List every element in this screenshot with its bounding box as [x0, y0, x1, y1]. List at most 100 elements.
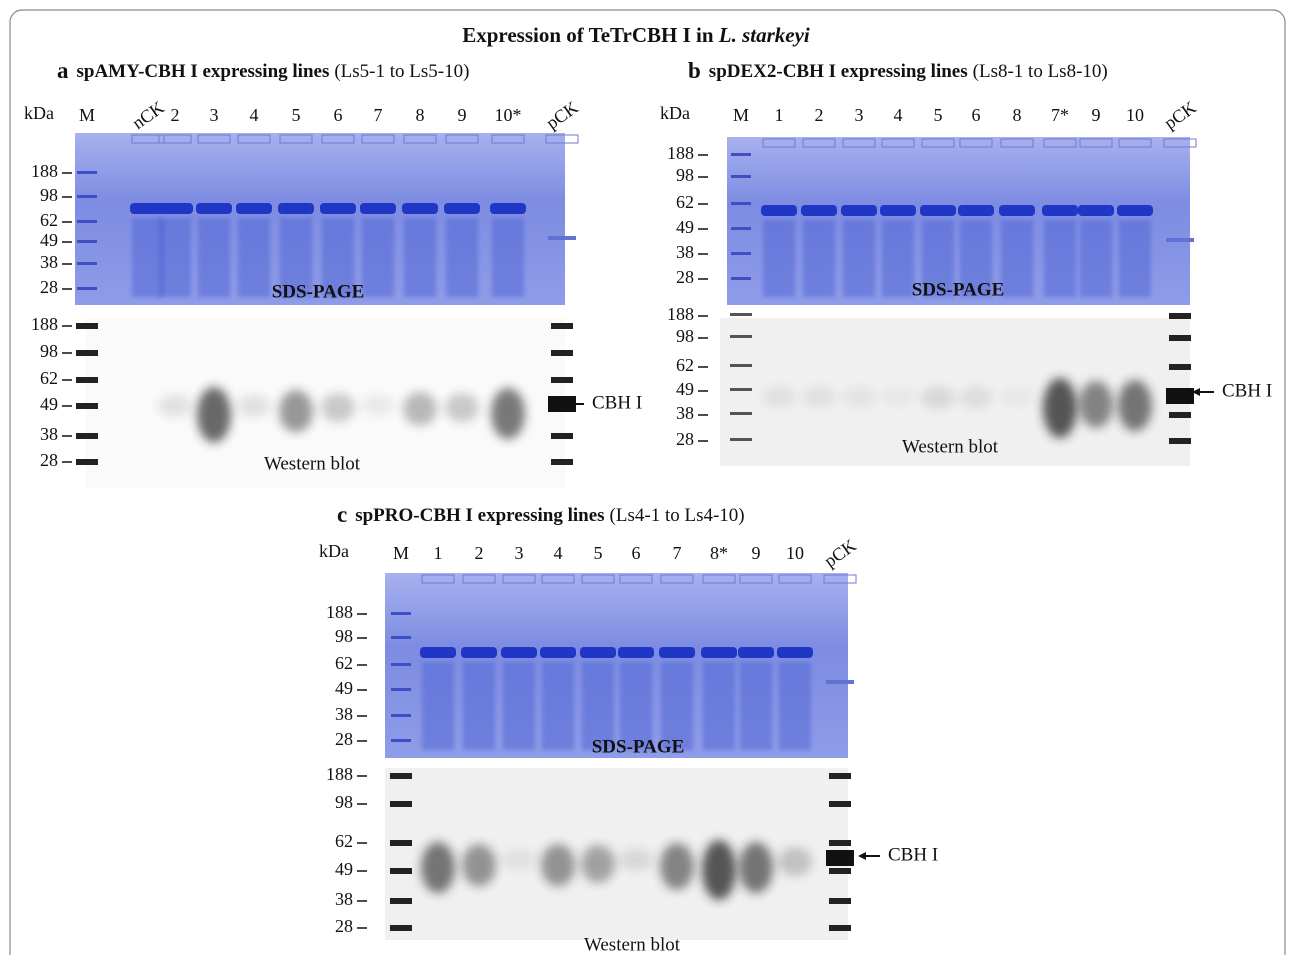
well: [1118, 138, 1152, 148]
signal-blob: [778, 847, 812, 877]
well: [581, 574, 615, 584]
sds-marker-label: 188: [326, 602, 353, 622]
signal-blob: [1043, 378, 1077, 438]
signal-blob: [1000, 388, 1034, 406]
marker-band: [391, 612, 411, 615]
well: [619, 574, 653, 584]
pck-band: [548, 236, 576, 240]
lane-smear: [882, 220, 914, 297]
lane-label: 10: [786, 543, 804, 563]
ladder-band: [76, 459, 98, 465]
panel-heading-range: (Ls5-1 to Ls5-10): [334, 61, 469, 82]
signal-blob: [403, 392, 437, 426]
western-marker-label: 38: [676, 403, 694, 423]
well: [237, 134, 271, 144]
well: [802, 138, 836, 148]
title-italic: L. starkeyi: [718, 23, 810, 47]
signal-blob: [1118, 380, 1152, 432]
well: [762, 138, 796, 148]
lane-label: 4: [894, 105, 903, 125]
lane-smear: [503, 662, 535, 750]
lane-label: 2: [815, 105, 824, 125]
panel-heading: b spDEX2-CBH I expressing lines (Ls8-1 to …: [688, 58, 1108, 83]
sds-marker-label: 38: [676, 242, 694, 262]
ladder-band: [551, 377, 573, 383]
ladder-band: [551, 323, 573, 329]
lane-label: 8: [416, 105, 425, 125]
lane-smear: [542, 662, 574, 750]
lane-smear: [132, 218, 164, 297]
marker-band: [391, 739, 411, 742]
western-marker-label: 28: [335, 916, 353, 936]
signal-blob: [619, 848, 653, 872]
arrow-label: CBH I: [1222, 380, 1272, 401]
well: [842, 138, 876, 148]
sds-marker-label: 62: [40, 210, 58, 230]
well: [660, 574, 694, 584]
sds-marker-label: 38: [40, 252, 58, 272]
main-band: [490, 203, 526, 214]
marker-band: [731, 202, 751, 205]
marker-band: [731, 175, 751, 178]
main-band: [618, 647, 654, 658]
ladder-band: [730, 313, 752, 316]
main-band: [130, 203, 166, 214]
pck-signal: [1166, 388, 1194, 404]
sds-marker-label: 62: [335, 653, 353, 673]
panel-heading-bold: spDEX2-CBH I expressing lines: [709, 61, 968, 82]
marker-band: [391, 663, 411, 666]
panel-heading: a spAMY-CBH I expressing lines (Ls5-1 to L…: [57, 58, 469, 83]
lane-label: 4: [250, 105, 259, 125]
lane-label: 2: [171, 105, 180, 125]
arrow-label: CBH I: [592, 392, 642, 413]
marker-band: [391, 636, 411, 639]
lane-smear: [238, 218, 270, 297]
ladder-band: [1169, 364, 1191, 370]
main-band: [761, 205, 797, 216]
lane-label: 9: [1092, 105, 1101, 125]
main-band: [157, 203, 193, 214]
lane-label: 7: [374, 105, 383, 125]
western-marker-label: 38: [335, 889, 353, 909]
ladder-band: [730, 412, 752, 415]
ladder-band: [390, 925, 412, 931]
western-marker-label: 49: [40, 394, 58, 414]
lane-smear: [582, 662, 614, 750]
main-band: [920, 205, 956, 216]
well: [702, 574, 736, 584]
well: [881, 138, 915, 148]
marker-band: [77, 287, 97, 290]
main-band: [701, 647, 737, 658]
lane-label: 1: [775, 105, 784, 125]
lane-smear: [422, 662, 454, 750]
sds-marker-label: 49: [676, 217, 694, 237]
sds-label: SDS-PAGE: [912, 279, 1005, 300]
marker-band: [77, 240, 97, 243]
marker-band: [391, 714, 411, 717]
lane-label: pCK: [542, 97, 581, 133]
western-marker-label: 49: [676, 379, 694, 399]
lane-smear: [159, 218, 191, 297]
main-band: [777, 647, 813, 658]
lane-label: 3: [855, 105, 864, 125]
lane-smear: [1001, 220, 1033, 297]
main-band: [236, 203, 272, 214]
signal-blob: [158, 394, 192, 418]
marker-band: [77, 262, 97, 265]
lane-label: 3: [515, 543, 524, 563]
well: [131, 134, 165, 144]
signal-blob: [279, 390, 313, 433]
western-marker-label: 28: [40, 450, 58, 470]
western-marker-label: 38: [40, 424, 58, 444]
well: [158, 134, 192, 144]
well: [545, 134, 579, 144]
main-band: [278, 203, 314, 214]
lane-label: 8: [1013, 105, 1022, 125]
ladder-band: [76, 433, 98, 439]
main-band: [999, 205, 1035, 216]
signal-blob: [921, 386, 955, 410]
marker-band: [731, 153, 751, 156]
signal-blob: [445, 393, 479, 423]
lane-label: 7*: [1051, 105, 1069, 125]
